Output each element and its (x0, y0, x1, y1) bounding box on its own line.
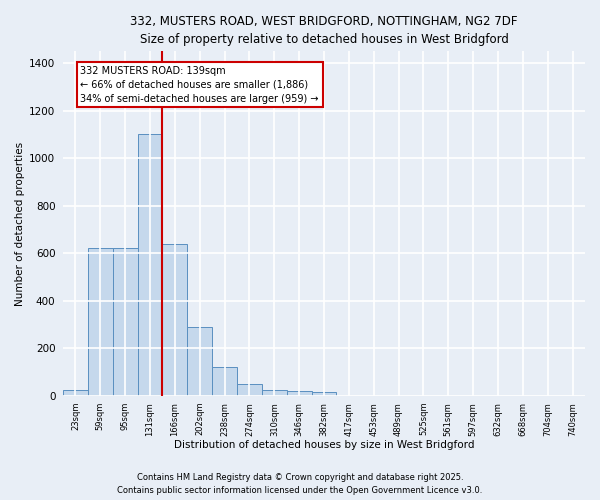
Text: Contains HM Land Registry data © Crown copyright and database right 2025.
Contai: Contains HM Land Registry data © Crown c… (118, 474, 482, 495)
X-axis label: Distribution of detached houses by size in West Bridgford: Distribution of detached houses by size … (174, 440, 474, 450)
Bar (137, 134, 163, 396)
Bar (63, 390, 88, 396)
Bar (262, 390, 287, 396)
Title: 332, MUSTERS ROAD, WEST BRIDGFORD, NOTTINGHAM, NG2 7DF
Size of property relative: 332, MUSTERS ROAD, WEST BRIDGFORD, NOTTI… (130, 15, 518, 46)
Bar (163, 244, 187, 396)
Bar (212, 367, 237, 396)
Text: 332 MUSTERS ROAD: 139sqm
← 66% of detached houses are smaller (1,886)
34% of sem: 332 MUSTERS ROAD: 139sqm ← 66% of detach… (80, 66, 319, 104)
Bar (113, 248, 137, 396)
Bar (187, 326, 212, 396)
Bar (237, 384, 262, 396)
Bar (311, 392, 337, 396)
Y-axis label: Number of detached properties: Number of detached properties (15, 142, 25, 306)
Bar (287, 391, 311, 396)
Bar (88, 248, 113, 396)
